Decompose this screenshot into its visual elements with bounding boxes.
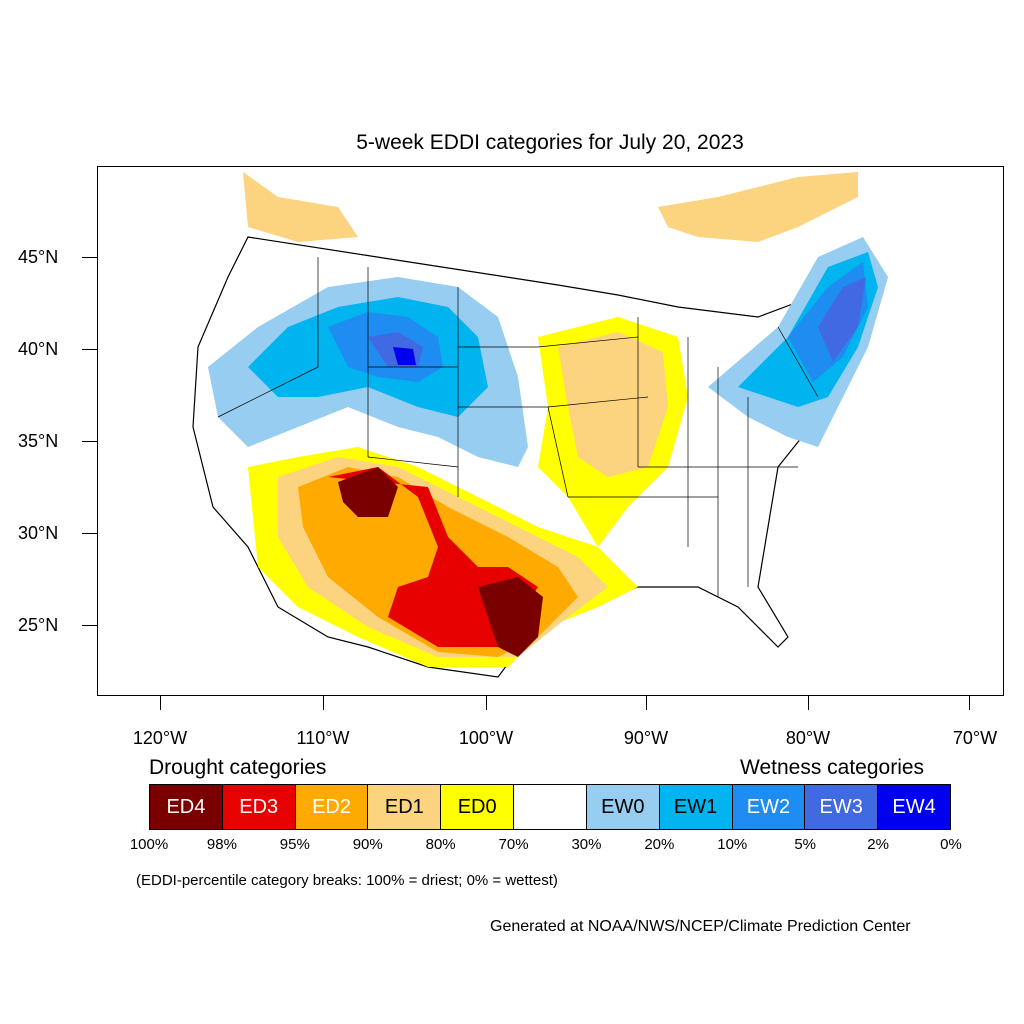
x-tick bbox=[160, 696, 161, 710]
x-tick-label: 120°W bbox=[132, 728, 188, 748]
percentile-label: 80% bbox=[425, 836, 456, 853]
percentile-label: 70% bbox=[498, 836, 529, 853]
dry-region-midwest-ed1 bbox=[558, 332, 668, 477]
legend-swatch-label: EW0 bbox=[601, 795, 645, 818]
wetness-categories-title: Wetness categories bbox=[740, 756, 925, 779]
eddi-map bbox=[192, 172, 888, 678]
legend-swatch-label: ED4 bbox=[166, 795, 206, 818]
x-tick-label: 80°W bbox=[785, 728, 831, 748]
percentile-label: 95% bbox=[279, 836, 310, 853]
dry-region-ed4-tx bbox=[478, 577, 543, 657]
legend-swatch-label: ED1 bbox=[384, 795, 424, 818]
legend-swatch: ED1 bbox=[368, 785, 442, 829]
map-area bbox=[97, 166, 1004, 696]
legend-swatch: EW2 bbox=[732, 785, 806, 829]
x-tick bbox=[969, 696, 970, 710]
state-boundaries bbox=[217, 236, 819, 597]
wet-region-west-ew4 bbox=[393, 347, 416, 365]
x-tick-label: 110°W bbox=[296, 728, 350, 748]
percentile-label: 0% bbox=[940, 836, 962, 853]
percentile-label: 10% bbox=[717, 836, 748, 853]
x-tick bbox=[808, 696, 809, 710]
x-tick-label: 100°W bbox=[458, 728, 514, 748]
y-tick bbox=[82, 533, 97, 534]
legend-swatch-label: EW1 bbox=[673, 795, 718, 818]
x-tick-label: 70°W bbox=[952, 728, 998, 748]
legend-swatch: ED4 bbox=[150, 785, 223, 829]
legend-swatch-label: EW4 bbox=[892, 795, 936, 818]
y-tick-label: 45°N bbox=[18, 247, 59, 267]
x-tick-label: 90°W bbox=[623, 728, 669, 748]
legend-swatch: EW0 bbox=[586, 785, 660, 829]
canada-dry-west bbox=[243, 172, 358, 242]
legend-swatch: ED2 bbox=[295, 785, 369, 829]
y-tick bbox=[82, 257, 97, 258]
legend-swatch: ED3 bbox=[222, 785, 296, 829]
legend-swatch: EW3 bbox=[805, 785, 879, 829]
y-tick bbox=[82, 349, 97, 350]
credit-line: Generated at NOAA/NWS/NCEP/Climate Predi… bbox=[490, 918, 911, 935]
percentile-label: 30% bbox=[571, 836, 602, 853]
legend-swatch-label: EW3 bbox=[819, 795, 863, 818]
drought-categories-title: Drought categories bbox=[149, 756, 327, 779]
legend-swatch-label: ED0 bbox=[457, 795, 497, 818]
percentile-label: 100% bbox=[129, 836, 169, 853]
legend-swatch-label: ED3 bbox=[239, 795, 279, 818]
percentile-label: 2% bbox=[867, 836, 889, 853]
map-title: 5-week EDDI categories for July 20, 2023 bbox=[356, 131, 744, 154]
y-tick bbox=[82, 441, 97, 442]
wet-region-northeast-ew3 bbox=[818, 277, 866, 362]
legend-swatch: EW4 bbox=[878, 785, 950, 829]
x-tick bbox=[323, 696, 324, 710]
y-tick-label: 30°N bbox=[18, 523, 59, 543]
dry-region-ed4-nm bbox=[338, 467, 398, 517]
category-legend: ED4 ED3 ED2 ED1 ED0 EW0 EW1 EW2 EW3 EW4 bbox=[149, 784, 951, 830]
legend-swatch: EW1 bbox=[659, 785, 733, 829]
legend-swatch bbox=[514, 785, 587, 829]
percentile-label: 98% bbox=[206, 836, 237, 853]
percentile-label: 90% bbox=[352, 836, 383, 853]
percentile-label: 20% bbox=[644, 836, 675, 853]
y-tick-label: 35°N bbox=[18, 431, 59, 451]
x-tick bbox=[486, 696, 487, 710]
category-note: (EDDI-percentile category breaks: 100% =… bbox=[136, 872, 558, 889]
y-tick-label: 40°N bbox=[18, 339, 59, 359]
x-tick bbox=[646, 696, 647, 710]
legend-swatch-label: EW2 bbox=[746, 795, 791, 818]
canada-dry-east bbox=[658, 172, 858, 242]
legend-swatch: ED0 bbox=[441, 785, 515, 829]
y-tick-label: 25°N bbox=[18, 615, 59, 635]
y-tick bbox=[82, 625, 97, 626]
legend-swatch-label: ED2 bbox=[312, 795, 351, 818]
percentile-label: 5% bbox=[794, 836, 817, 853]
